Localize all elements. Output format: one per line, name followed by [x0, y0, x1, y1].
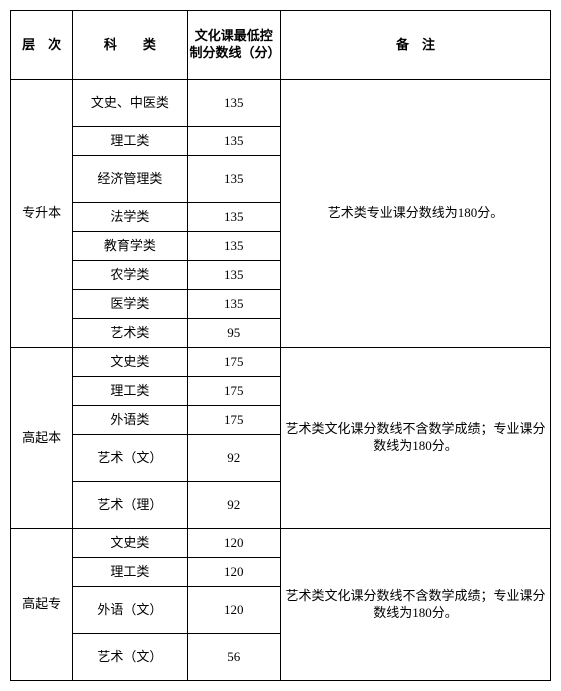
header-score: 文化课最低控制分数线（分） — [187, 11, 280, 80]
level-cell: 高起专 — [11, 529, 73, 681]
subject-cell: 经济管理类 — [73, 156, 187, 203]
score-cell: 135 — [187, 261, 280, 290]
subject-cell: 艺术（文） — [73, 435, 187, 482]
score-cell: 135 — [187, 232, 280, 261]
subject-cell: 文史类 — [73, 529, 187, 558]
table-row: 高起专文史类120艺术类文化课分数线不含数学成绩；专业课分数线为180分。 — [11, 529, 551, 558]
subject-cell: 教育学类 — [73, 232, 187, 261]
subject-cell: 外语类 — [73, 406, 187, 435]
score-cell: 120 — [187, 529, 280, 558]
subject-cell: 外语（文） — [73, 587, 187, 634]
score-cell: 175 — [187, 348, 280, 377]
score-cell: 135 — [187, 127, 280, 156]
remark-cell: 艺术类文化课分数线不含数学成绩；专业课分数线为180分。 — [280, 348, 550, 529]
header-remark: 备 注 — [280, 11, 550, 80]
subject-cell: 艺术（文） — [73, 634, 187, 681]
level-cell: 专升本 — [11, 80, 73, 348]
subject-cell: 理工类 — [73, 127, 187, 156]
score-cell: 92 — [187, 482, 280, 529]
score-cell: 120 — [187, 587, 280, 634]
header-row: 层 次 科 类 文化课最低控制分数线（分） 备 注 — [11, 11, 551, 80]
subject-cell: 艺术（理） — [73, 482, 187, 529]
table-body: 专升本文史、中医类135艺术类专业课分数线为180分。理工类135经济管理类13… — [11, 80, 551, 681]
header-level: 层 次 — [11, 11, 73, 80]
score-cell: 135 — [187, 80, 280, 127]
table-row: 专升本文史、中医类135艺术类专业课分数线为180分。 — [11, 80, 551, 127]
subject-cell: 农学类 — [73, 261, 187, 290]
subject-cell: 理工类 — [73, 377, 187, 406]
score-table: 层 次 科 类 文化课最低控制分数线（分） 备 注 专升本文史、中医类135艺术… — [10, 10, 551, 681]
subject-cell: 法学类 — [73, 203, 187, 232]
remark-cell: 艺术类文化课分数线不含数学成绩；专业课分数线为180分。 — [280, 529, 550, 681]
subject-cell: 文史类 — [73, 348, 187, 377]
subject-cell: 理工类 — [73, 558, 187, 587]
subject-cell: 艺术类 — [73, 319, 187, 348]
table-row: 高起本文史类175艺术类文化课分数线不含数学成绩；专业课分数线为180分。 — [11, 348, 551, 377]
subject-cell: 文史、中医类 — [73, 80, 187, 127]
score-cell: 56 — [187, 634, 280, 681]
subject-cell: 医学类 — [73, 290, 187, 319]
score-cell: 95 — [187, 319, 280, 348]
score-cell: 92 — [187, 435, 280, 482]
score-cell: 120 — [187, 558, 280, 587]
level-cell: 高起本 — [11, 348, 73, 529]
score-cell: 175 — [187, 377, 280, 406]
header-subject: 科 类 — [73, 11, 187, 80]
score-cell: 175 — [187, 406, 280, 435]
score-cell: 135 — [187, 203, 280, 232]
score-cell: 135 — [187, 156, 280, 203]
remark-cell: 艺术类专业课分数线为180分。 — [280, 80, 550, 348]
score-cell: 135 — [187, 290, 280, 319]
